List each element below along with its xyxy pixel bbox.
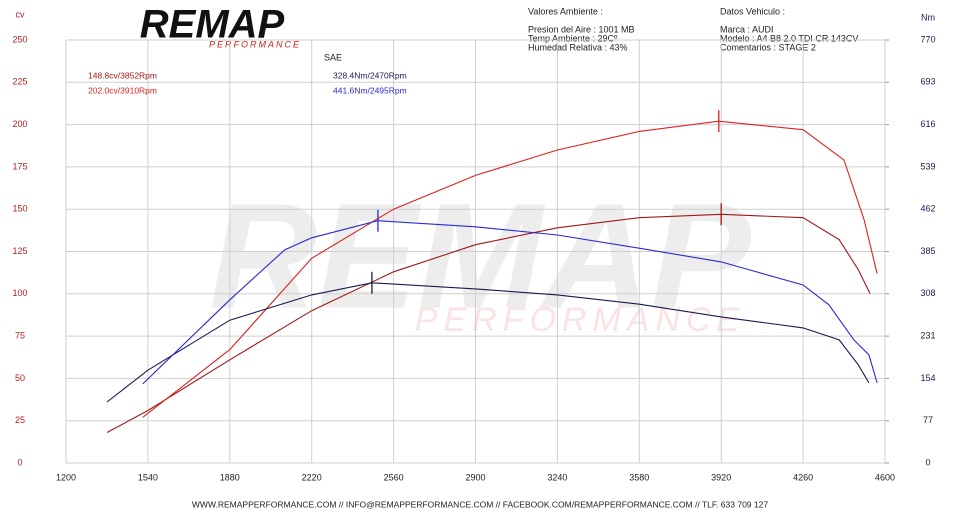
x-tick-label: 3240 [547, 472, 567, 482]
y-tick-label: 150 [12, 204, 27, 214]
subtitle: SAE [324, 52, 342, 62]
footer: WWW.REMAPPERFORMANCE.COM // INFO@REMAPPE… [192, 499, 768, 509]
x-tick-label: 2900 [465, 472, 485, 482]
ambient-title: Valores Ambiente : [528, 6, 603, 16]
y-tick-label: 225 [12, 77, 27, 87]
peak-label: 202.0cv/3910Rpm [88, 85, 157, 95]
y-tick-label: 175 [12, 161, 27, 171]
y-tick-label: 100 [12, 288, 27, 298]
y2-tick-label: 77 [923, 415, 933, 425]
x-tick-label: 3580 [629, 472, 649, 482]
watermark: REMAP [209, 172, 752, 340]
y2-axis-title: Nm [921, 12, 935, 22]
y-axis-title: cv [16, 9, 26, 19]
logo-sub: PERFORMANCE [209, 39, 301, 49]
x-tick-label: 1540 [138, 472, 158, 482]
x-tick-label: 4260 [793, 472, 813, 482]
vehicle-line: Comentarios : STAGE 2 [720, 42, 816, 52]
ambient-line: Humedad Relativa : 43% [528, 42, 628, 52]
logo: REMAP [140, 3, 285, 47]
watermark-sub: PERFORMANCE [415, 301, 745, 339]
peak-label: 328.4Nm/2470Rpm [333, 70, 407, 80]
y-tick-label: 25 [15, 415, 25, 425]
vehicle-line: Marca : AUDI [720, 24, 774, 34]
ambient-line: Presion del Aire : 1001 MB [528, 24, 635, 34]
ambient-line: Temp Ambiente : 29Cº [528, 33, 618, 43]
y2-tick-label: 693 [920, 77, 935, 87]
x-tick-label: 1200 [56, 472, 76, 482]
y-tick-label: 250 [12, 34, 27, 44]
y2-tick-label: 231 [920, 330, 935, 340]
y-tick-label: 0 [17, 457, 22, 467]
vehicle-title: Datos Vehiculo : [720, 6, 785, 16]
y2-tick-label: 770 [920, 34, 935, 44]
peak-label: 441.6Nm/2495Rpm [333, 85, 407, 95]
y2-tick-label: 0 [925, 457, 930, 467]
curve [142, 220, 878, 385]
x-tick-label: 3920 [711, 472, 731, 482]
y-tick-label: 200 [12, 119, 27, 129]
curve [142, 120, 878, 418]
x-tick-label: 2560 [384, 472, 404, 482]
peak-label: 148.8cv/3852Rpm [88, 70, 157, 80]
y-tick-label: 75 [15, 330, 25, 340]
y2-tick-label: 539 [920, 161, 935, 171]
x-tick-label: 1880 [220, 472, 240, 482]
curve [106, 213, 871, 433]
y2-tick-label: 462 [920, 204, 935, 214]
y2-tick-label: 616 [920, 119, 935, 129]
y-tick-label: 125 [12, 246, 27, 256]
y2-tick-label: 308 [920, 288, 935, 298]
vehicle-line: Modelo : A4 B8 2.0 TDI CR 143CV [720, 33, 858, 43]
y2-tick-label: 154 [920, 373, 935, 383]
x-tick-label: 2220 [302, 472, 322, 482]
x-tick-label: 4600 [875, 472, 895, 482]
y-tick-label: 50 [15, 373, 25, 383]
curve [106, 282, 870, 403]
y2-tick-label: 385 [920, 246, 935, 256]
